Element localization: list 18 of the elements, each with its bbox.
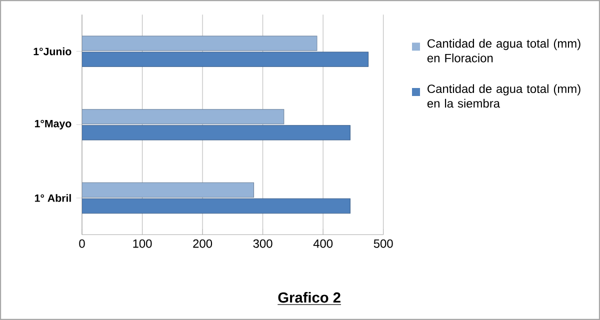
text: Grafico 2 [278, 292, 340, 303]
y-tick-label: 1°Junio [34, 47, 72, 56]
x-tick-label: 300 [253, 239, 272, 248]
y-tick-label: 1° Abril [34, 194, 71, 202]
bar [82, 182, 254, 198]
y-tick-label: 1°Mayo [34, 120, 72, 130]
x-tick-label: 500 [374, 239, 393, 248]
bar [82, 109, 284, 124]
legend-label: Cantidad de agua total (mm) en Floracion [427, 38, 580, 62]
x-tick-label: 100 [133, 239, 152, 248]
x-tick-label: 400 [313, 239, 333, 248]
bar [82, 125, 350, 140]
bar [82, 36, 318, 51]
x-tick-label: 200 [193, 239, 212, 248]
bar [82, 198, 350, 214]
x-tick-label: 0 [79, 239, 85, 248]
bar [82, 52, 369, 67]
legend-label: Cantidad de agua total (mm) en la siembra [427, 84, 580, 108]
